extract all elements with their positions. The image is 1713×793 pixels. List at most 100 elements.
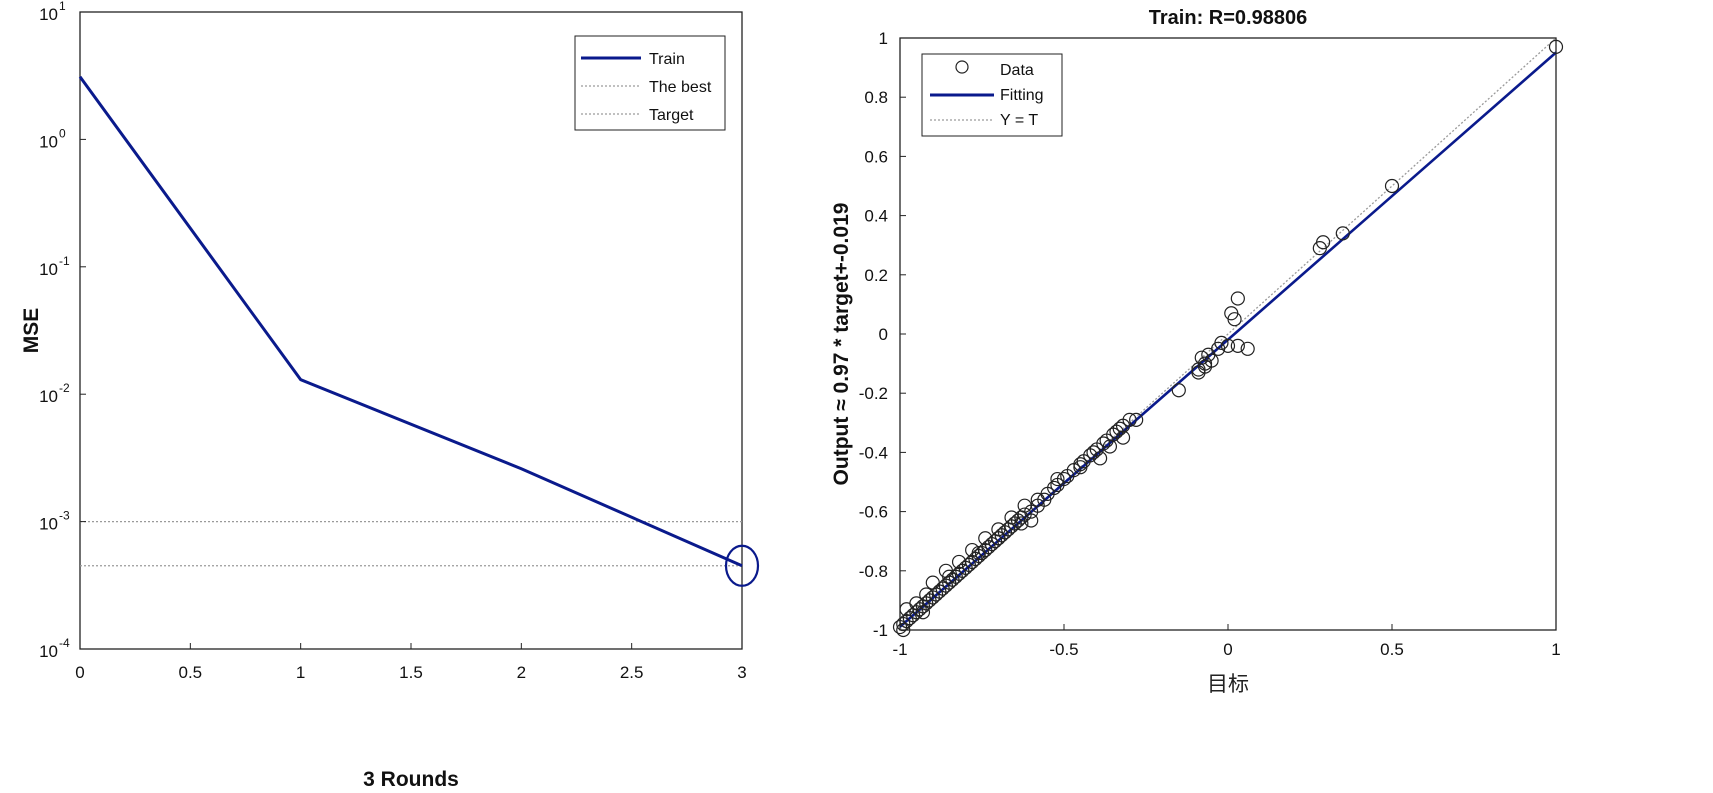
y-tick-base: 10 — [39, 5, 58, 24]
legend-entry-label: Data — [1000, 62, 1034, 79]
data-point — [1548, 39, 1564, 54]
data-point — [1073, 457, 1088, 472]
train-line — [78, 75, 743, 568]
y-axis-label: Output ≈ 0.97 * target+-0.019 — [830, 203, 853, 486]
y-tick-label: 10 -3 — [39, 509, 70, 534]
data-point — [1073, 460, 1088, 475]
y-tick-label: 0.6 — [864, 147, 888, 166]
data-point — [919, 587, 934, 602]
y-tick-label: 0.2 — [864, 266, 888, 285]
y-axis-label: MSE — [20, 308, 43, 354]
best-marker — [724, 544, 760, 587]
data-point — [951, 554, 967, 570]
legend-entry-label: Target — [649, 107, 694, 124]
data-point — [1316, 235, 1331, 250]
data-point — [1335, 226, 1350, 241]
x-tick-label: 1.5 — [399, 663, 423, 682]
regression-chart: Train: R=0.98806 -1 -0.5 0 0.5 1 1 0.8 0.6 0.4 0… — [830, 7, 1564, 696]
y-tick-base: 10 — [39, 515, 58, 534]
data-point — [1230, 338, 1245, 353]
x-tick-label: 0 — [75, 663, 84, 682]
data-point — [1014, 516, 1029, 531]
x-tick-label: 2.5 — [620, 663, 644, 682]
y-tick-labels: 1 0.8 0.6 0.4 0.2 0 -0.2 -0.4 -0.6 -0.8 -1 — [859, 29, 906, 640]
data-point — [942, 569, 957, 584]
data-point — [965, 542, 980, 558]
data-point — [915, 605, 931, 620]
x-tick-label: -0.5 — [1049, 640, 1078, 659]
data-point — [1171, 383, 1186, 398]
legend-entry-label: The best — [649, 79, 712, 96]
data-point — [1092, 451, 1108, 466]
data-point — [1240, 341, 1255, 356]
data-point — [1024, 513, 1039, 528]
y-tick-label: 10 -1 — [39, 254, 70, 279]
data-point — [1230, 291, 1245, 306]
y-tick-label: 10 -2 — [39, 381, 70, 406]
x-axis-label: 3 Rounds — [363, 768, 459, 791]
y-tick-base: 10 — [39, 132, 58, 151]
y-tick-exponent: -2 — [59, 381, 70, 395]
legend-entry-label: Fitting — [1000, 87, 1044, 104]
legend-swatch-data — [955, 60, 969, 74]
data-point — [971, 545, 986, 561]
y-tick-label: 10 -4 — [39, 636, 70, 661]
data-point — [1047, 480, 1062, 496]
y-tick-exponent: -1 — [59, 254, 70, 268]
legend: Data Fitting Y = T — [921, 53, 1063, 137]
y-tick-label: -0.2 — [859, 384, 888, 403]
data-point — [1102, 439, 1118, 454]
y-tick-label: 1 — [879, 29, 888, 48]
legend-entry-label: Train — [649, 51, 685, 68]
data-point — [1115, 430, 1131, 445]
y-tick-base: 10 — [39, 642, 58, 661]
data-points — [892, 39, 1564, 638]
y-tick-label: 10 1 — [39, 0, 66, 24]
data-point — [1017, 498, 1032, 513]
y-tick-label: -0.6 — [859, 503, 888, 522]
data-point — [1214, 335, 1229, 350]
x-tick-label: 0 — [1223, 640, 1232, 659]
data-point — [925, 575, 940, 590]
data-point — [1056, 471, 1072, 487]
data-point — [1122, 412, 1137, 427]
legend-entry-label: Y = T — [1000, 112, 1038, 129]
data-point — [1227, 312, 1242, 327]
y-tick-exponent: -4 — [59, 636, 70, 650]
legend-box — [574, 35, 726, 131]
chart-title: Train: R=0.98806 — [1149, 7, 1307, 29]
x-tick-label: 1 — [1551, 640, 1560, 659]
data-point — [1384, 178, 1400, 194]
y-tick-label: -1 — [873, 621, 888, 640]
data-point — [1197, 359, 1213, 374]
y-tick-label: 0 — [879, 325, 888, 344]
data-point — [1129, 412, 1144, 427]
x-tick-label: 2 — [517, 663, 526, 682]
y-tick-exponent: 0 — [59, 126, 66, 140]
legend: Train The best Target — [574, 35, 726, 131]
data-point — [991, 531, 1006, 546]
data-point — [896, 622, 911, 638]
x-tick-label: 1 — [296, 663, 305, 682]
y-tick-label: 10 0 — [39, 126, 66, 151]
data-point — [1030, 492, 1045, 507]
data-point — [1096, 436, 1111, 451]
y-tick-label: -0.4 — [859, 443, 888, 462]
x-tick-label: -1 — [892, 640, 907, 659]
y-tick-base: 10 — [39, 260, 58, 279]
y-tick-label: 0.8 — [864, 88, 888, 107]
x-tick-label: 3 — [737, 663, 746, 682]
data-point — [1220, 338, 1236, 353]
x-tick-label: 0.5 — [1380, 640, 1404, 659]
y-tick-exponent: -3 — [59, 509, 70, 523]
y-tick-label: 0.4 — [864, 207, 888, 226]
x-tick-labels: -1 -0.5 0 0.5 1 — [892, 624, 1561, 659]
data-point — [1112, 421, 1127, 436]
identity-line — [899, 37, 1557, 631]
data-point — [991, 522, 1006, 537]
data-point — [1050, 471, 1065, 487]
x-tick-labels: 0 0.5 1 1.5 2 2.5 3 — [75, 643, 747, 682]
